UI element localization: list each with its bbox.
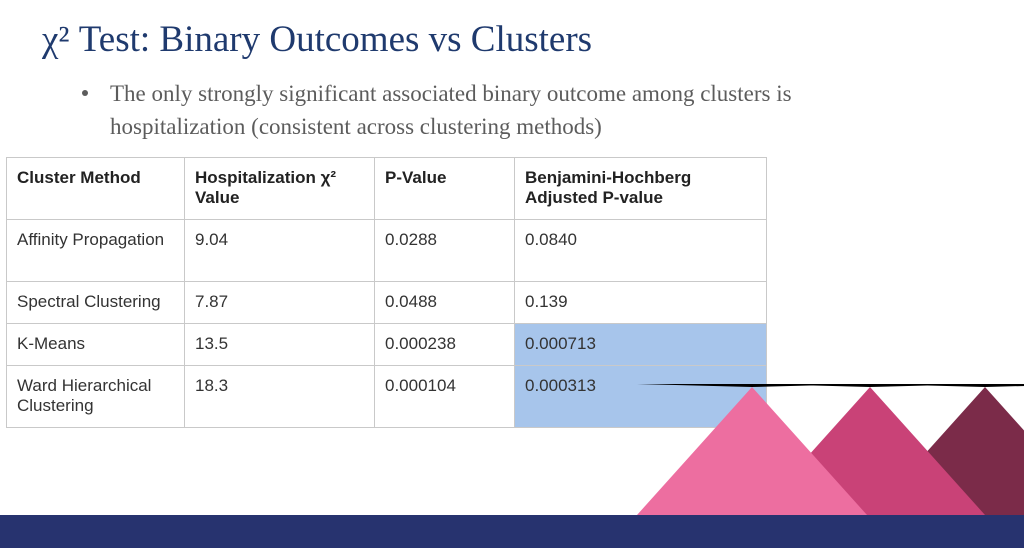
td: 0.000238 (375, 324, 515, 366)
td: Ward Hierarchical Clustering (7, 366, 185, 428)
td: 0.0840 (515, 220, 767, 282)
triangle-front (637, 384, 867, 515)
table-row: Affinity Propagation 9.04 0.0288 0.0840 (7, 220, 767, 282)
slide: χ² Test: Binary Outcomes vs Clusters The… (0, 0, 1024, 548)
footer-bar (0, 515, 1024, 548)
th-3: Benjamini-Hochberg Adjusted P-value (515, 158, 767, 220)
td: Affinity Propagation (7, 220, 185, 282)
td: 0.000104 (375, 366, 515, 428)
bullet-row: The only strongly significant associated… (82, 77, 922, 143)
td: 13.5 (185, 324, 375, 366)
td: K-Means (7, 324, 185, 366)
th-2: P-Value (375, 158, 515, 220)
table-row: K-Means 13.5 0.000238 0.000713 (7, 324, 767, 366)
td: Spectral Clustering (7, 282, 185, 324)
slide-title: χ² Test: Binary Outcomes vs Clusters (42, 0, 1024, 61)
td: 0.0288 (375, 220, 515, 282)
td: 0.139 (515, 282, 767, 324)
table-row: Spectral Clustering 7.87 0.0488 0.139 (7, 282, 767, 324)
td: 18.3 (185, 366, 375, 428)
td: 9.04 (185, 220, 375, 282)
td: 7.87 (185, 282, 375, 324)
bullet-text: The only strongly significant associated… (110, 77, 922, 143)
td: 0.0488 (375, 282, 515, 324)
table-header-row: Cluster Method Hospitalization χ² Value … (7, 158, 767, 220)
td: 0.000713 (515, 324, 767, 366)
th-1: Hospitalization χ² Value (185, 158, 375, 220)
th-0: Cluster Method (7, 158, 185, 220)
bullet-dot (82, 90, 88, 96)
